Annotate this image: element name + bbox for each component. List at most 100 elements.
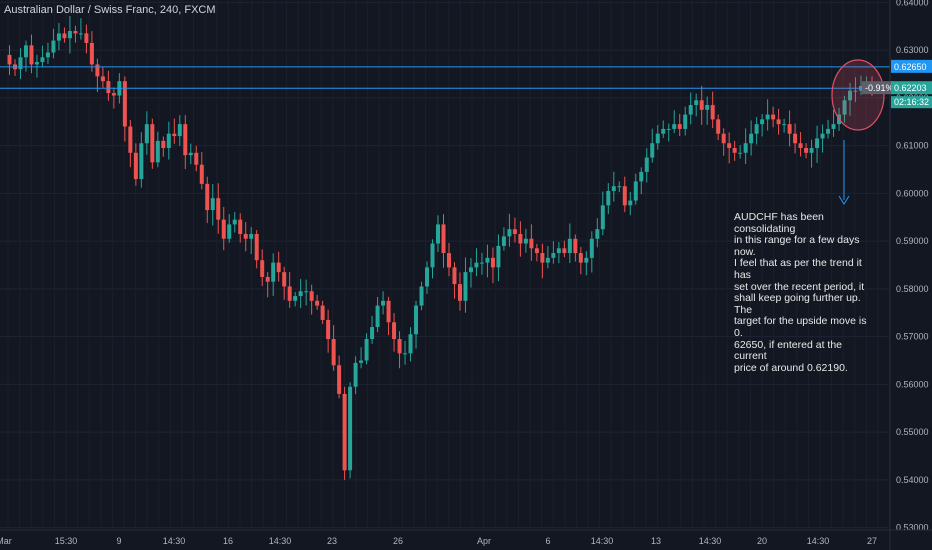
candle-body: [309, 291, 314, 301]
price-axis: 0.640000.630000.620000.610000.600000.590…: [862, 0, 932, 550]
candle-body: [782, 124, 787, 126]
candle-body: [655, 133, 660, 144]
candle-body: [221, 219, 226, 239]
candle-body: [562, 248, 567, 254]
candle-body: [721, 133, 726, 144]
candle-body: [551, 253, 556, 258]
x-tick-label: 14:30: [699, 536, 722, 546]
candle-body: [144, 124, 149, 144]
x-tick-label: 23: [327, 536, 337, 546]
candle-body: [342, 393, 347, 471]
candle-body: [771, 114, 776, 120]
candle-body: [496, 245, 501, 268]
candle-body: [468, 267, 473, 273]
candle-body: [463, 272, 468, 301]
candle-body: [540, 253, 545, 263]
x-tick-label: 20: [757, 536, 767, 546]
candle-body: [403, 353, 408, 355]
candle-body: [699, 100, 704, 110]
candle-body: [95, 64, 100, 77]
candle-body: [381, 300, 386, 306]
time-axis: Mar 15:30 9 14:30 16 14:30 23 26 Apr 6 14:30 13 14:3…: [0, 529, 932, 546]
current-price-label: 0.62203: [894, 83, 927, 93]
candle-body: [589, 238, 594, 258]
candle-body: [529, 238, 534, 249]
candle-body: [518, 233, 523, 244]
candle-body: [29, 45, 34, 65]
x-tick-label: 14:30: [269, 536, 292, 546]
candle-body: [820, 133, 825, 139]
candle-body: [501, 236, 506, 246]
candle-body: [650, 143, 655, 158]
x-tick-label: 16: [223, 536, 233, 546]
overlays: [0, 59, 890, 205]
candle-body: [40, 57, 45, 63]
candle-body: [194, 152, 199, 165]
candle-body: [51, 40, 56, 53]
candle-body: [414, 305, 419, 335]
candle-body: [826, 128, 831, 134]
candle-body: [479, 262, 484, 264]
candle-body: [760, 119, 765, 125]
candle-body: [606, 190, 611, 206]
candle-body: [78, 33, 83, 35]
candle-body: [694, 100, 699, 106]
target-price-label: 0.62650: [894, 62, 927, 72]
candle-body: [705, 105, 710, 110]
candle-body: [809, 148, 814, 153]
candle-body: [320, 305, 325, 320]
candle-body: [710, 105, 715, 120]
candle-body: [666, 128, 671, 130]
candle-body: [375, 305, 380, 328]
candle-body: [600, 205, 605, 230]
y-tick-label: 0.56000: [896, 379, 929, 389]
candle-body: [304, 291, 309, 293]
candle-body: [183, 124, 188, 156]
candle-body: [474, 262, 479, 268]
highlight-circle: [831, 59, 885, 131]
candle-body: [672, 124, 677, 129]
arrow-head-icon: [838, 195, 850, 205]
candle-body: [595, 229, 600, 239]
y-tick-label: 0.58000: [896, 284, 929, 294]
candle-body: [831, 124, 836, 129]
candle-body: [452, 267, 457, 285]
candle-body: [738, 152, 743, 154]
x-tick-label: 15:30: [55, 536, 78, 546]
candle-body: [567, 238, 572, 254]
candle-body: [155, 140, 160, 163]
candle-body: [397, 339, 402, 354]
candle-body: [265, 276, 270, 282]
candle-body: [419, 286, 424, 306]
change-box: [862, 81, 893, 95]
target-price-box: [891, 59, 932, 73]
candle-body: [611, 186, 616, 191]
candle-body: [18, 57, 23, 70]
candle-body: [749, 133, 754, 144]
x-tick-label: Apr: [477, 536, 491, 546]
candle-body: [216, 198, 221, 220]
candle-body: [622, 186, 627, 206]
candle-body: [633, 181, 638, 201]
candle-body: [661, 128, 666, 134]
candle-body: [512, 229, 517, 234]
candle-body: [287, 286, 292, 301]
x-tick-label: 9: [116, 536, 121, 546]
candle-body: [441, 224, 446, 254]
candle-body: [507, 229, 512, 237]
candle-body: [644, 157, 649, 172]
candle-body: [326, 319, 331, 340]
candle-body: [359, 360, 364, 363]
candle-body: [523, 238, 528, 244]
candle-body: [732, 148, 737, 153]
annotation-text: AUDCHF has been consolidating in this ra…: [734, 211, 867, 374]
candle-body: [166, 133, 171, 149]
candle-body: [161, 140, 166, 149]
candle-body: [386, 300, 391, 323]
candle-body: [727, 143, 732, 149]
candle-body: [683, 114, 688, 129]
candle-body: [106, 81, 111, 94]
x-tick-label: Mar: [0, 536, 12, 546]
candle-body: [150, 124, 155, 163]
